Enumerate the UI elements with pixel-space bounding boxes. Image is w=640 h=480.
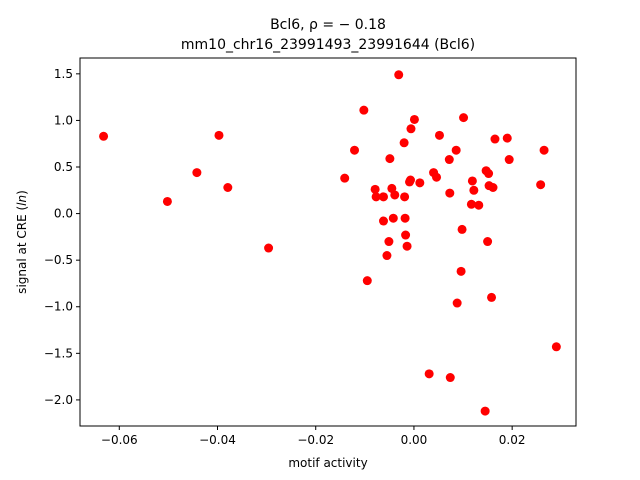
data-point-56	[504, 155, 514, 165]
data-point-50	[484, 169, 494, 179]
data-point-46	[474, 200, 484, 210]
data-point-54	[490, 134, 500, 144]
chart-title-line2: mm10_chr16_23991493_23991644 (Bcl6)	[181, 37, 475, 53]
data-point-1	[162, 196, 172, 206]
y-tick-label-0: 1.5	[54, 67, 73, 81]
data-point-21	[399, 138, 409, 148]
y-tick-label-2: 0.5	[54, 160, 73, 174]
data-point-36	[445, 188, 455, 198]
x-tick-label-4: 0.02	[499, 433, 526, 447]
data-point-39	[452, 298, 462, 308]
y-axis-label: signal at CRE (ln)	[15, 190, 29, 294]
data-point-29	[409, 114, 419, 124]
data-point-6	[340, 173, 350, 183]
data-point-13	[378, 216, 388, 226]
data-point-45	[469, 185, 479, 195]
plot-frame	[79, 57, 577, 427]
data-point-27	[406, 175, 415, 185]
data-point-31	[424, 369, 434, 379]
x-tick-label-2: −0.02	[297, 433, 334, 447]
x-tick-label-0: −0.06	[101, 433, 138, 447]
data-point-52	[487, 292, 497, 302]
data-point-2	[192, 168, 202, 178]
data-point-8	[359, 105, 369, 115]
data-point-5	[264, 243, 274, 253]
data-point-47	[480, 406, 490, 416]
y-tick-label-4: −0.5	[44, 253, 73, 267]
data-point-19	[390, 190, 400, 200]
data-point-37	[445, 373, 455, 383]
data-point-55	[502, 133, 512, 143]
data-point-41	[457, 224, 467, 234]
y-axis-label-prefix: signal at CRE (	[15, 206, 29, 294]
x-axis-label: motif activity	[288, 456, 367, 470]
data-point-42	[459, 113, 469, 123]
data-point-14	[382, 251, 392, 261]
y-tick-label-3: 0.0	[54, 207, 73, 221]
data-point-9	[362, 276, 372, 286]
y-tick-label-7: −2.0	[44, 393, 73, 407]
chart-title-line1: Bcl6, ρ = − 0.18	[270, 17, 386, 33]
data-point-15	[384, 237, 394, 247]
data-point-59	[551, 342, 561, 352]
data-point-49	[483, 237, 493, 247]
data-point-20	[394, 70, 404, 80]
y-tick-label-5: −1.0	[44, 300, 73, 314]
data-point-44	[467, 176, 477, 186]
x-axis-ticks: −0.06 −0.04 −0.02 0.00 0.02	[101, 426, 526, 447]
y-axis-label-suffix: )	[15, 190, 29, 195]
data-point-10	[370, 184, 380, 194]
y-axis-ticks: 1.5 1.0 0.5 0.0 −0.5 −1.0 −1.5 −2.0	[44, 67, 80, 407]
data-point-34	[434, 130, 444, 140]
data-point-11	[371, 192, 381, 202]
data-point-18	[388, 213, 398, 223]
data-point-53	[488, 183, 498, 192]
data-points	[99, 70, 561, 416]
data-point-43	[466, 199, 476, 209]
x-tick-label-3: 0.00	[401, 433, 428, 447]
data-point-12	[378, 192, 388, 202]
data-point-38	[451, 145, 461, 155]
y-tick-label-6: −1.5	[44, 346, 73, 360]
data-point-22	[400, 192, 410, 202]
data-point-28	[406, 124, 416, 134]
data-point-24	[401, 230, 411, 240]
data-point-4	[223, 183, 233, 192]
data-point-30	[415, 178, 425, 188]
data-point-0	[99, 131, 109, 141]
x-tick-label-1: −0.04	[199, 433, 236, 447]
data-point-33	[432, 172, 442, 182]
data-point-58	[539, 145, 549, 155]
data-point-7	[350, 145, 360, 155]
data-point-35	[444, 155, 454, 165]
data-point-25	[402, 241, 412, 251]
y-tick-label-1: 1.0	[54, 113, 73, 127]
data-point-16	[385, 154, 395, 164]
data-point-23	[400, 213, 410, 223]
data-point-3	[214, 130, 224, 140]
y-axis-label-math: ln	[15, 195, 29, 206]
data-point-40	[456, 266, 466, 276]
data-point-57	[536, 180, 546, 190]
